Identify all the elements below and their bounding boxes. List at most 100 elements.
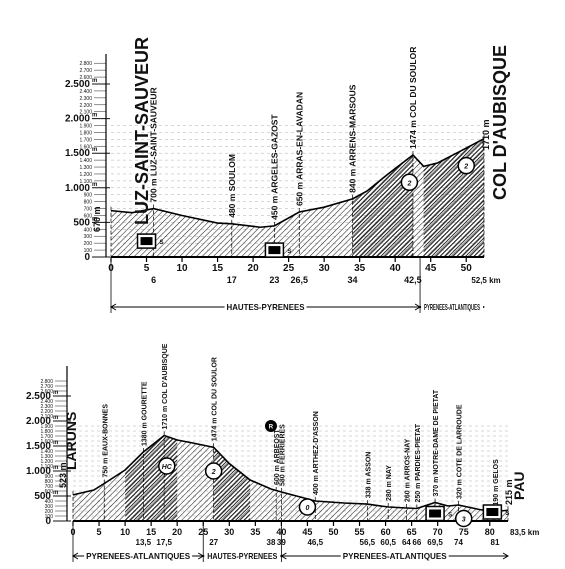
y-minor-tick-label: 1.200 <box>79 172 92 178</box>
start-town-label: LUZ-SAINT-SAUVEUR <box>132 37 152 225</box>
distance-label: 56,5 <box>360 538 376 547</box>
department-label: HAUTES-PYRENEES <box>207 551 277 561</box>
department-label: PYRENEES-ATLANTIQUES <box>343 551 447 561</box>
distance-label: 27 <box>209 538 218 547</box>
x-tick-label: 10 <box>176 263 188 274</box>
y-minor-tick-label: 2.400 <box>79 89 92 95</box>
sprint-marker-label: S <box>505 511 509 517</box>
y-minor-tick-label: 2.300 <box>79 96 92 102</box>
x-tick-label: 10 <box>120 527 130 537</box>
y-unit-label: m <box>53 490 58 496</box>
y-minor-tick-label: 200 <box>45 509 54 515</box>
location-label: 840 m ARRENS-MARSOUS <box>348 84 358 193</box>
climb-category-badge <box>457 156 475 175</box>
x-tick-label: 80 <box>485 527 495 537</box>
y-minor-tick-label: 300 <box>84 234 93 240</box>
location-label: 190 m GELOS <box>493 459 500 506</box>
climb-category-label: 2 <box>211 469 216 476</box>
y-unit-label: m <box>53 390 58 396</box>
sprint-marker-inner <box>268 246 281 255</box>
y-minor-tick-label: 2.700 <box>40 384 53 390</box>
distance-label: 42,5 <box>404 275 422 285</box>
y-minor-tick-label: 400 <box>84 227 93 233</box>
steep-section-fill <box>213 447 251 521</box>
y-minor-tick-label: 600 <box>84 213 93 219</box>
finish-town-label: COL D'AUBISQUE <box>490 45 510 200</box>
feed-zone-label: R <box>269 425 274 431</box>
y-minor-tick-label: 2.800 <box>40 379 53 385</box>
distance-label: 64 <box>402 538 411 547</box>
finish-town-label: PAU <box>511 471 527 500</box>
distance-label: 6 <box>151 275 156 285</box>
sprint-marker-inner <box>140 237 153 246</box>
climb-category-label: 0 <box>305 505 309 512</box>
department-label-bg <box>84 550 193 561</box>
department-label-bg <box>224 301 307 312</box>
finish-altitude-label: 1710 m <box>481 119 491 150</box>
climb-category-label: 2 <box>463 164 468 171</box>
climb-category-badge <box>298 498 317 516</box>
distance-label: 34 <box>348 275 358 285</box>
y-minor-tick-label: 400 <box>45 499 54 505</box>
climb-category-badge <box>454 509 473 528</box>
x-end-label: 52,5 km <box>471 276 500 285</box>
y-minor-tick-label: 1.200 <box>40 459 53 465</box>
x-tick-label: 55 <box>355 527 365 537</box>
x-tick-label: 25 <box>283 263 295 274</box>
y-minor-tick-label: 2.600 <box>79 75 92 81</box>
steep-section-fill <box>125 435 165 521</box>
y-minor-tick-label: 2.400 <box>40 399 53 405</box>
y-minor-tick-label: 1.100 <box>40 464 53 470</box>
distance-label: 26,5 <box>291 275 309 285</box>
y-minor-tick-label: 600 <box>45 489 54 495</box>
y-tick-label: 0 <box>84 252 90 263</box>
x-tick-label: 5 <box>144 263 150 274</box>
y-minor-tick-label: 1.400 <box>79 158 92 164</box>
finish-altitude-label: 215 m <box>504 479 514 505</box>
x-tick-label: 30 <box>224 527 234 537</box>
profile-line <box>110 137 485 229</box>
y-tick-label: 1.500 <box>65 148 90 159</box>
y-minor-tick-label: 900 <box>45 474 54 480</box>
x-tick-label: 60 <box>381 527 391 537</box>
distance-label: 69,5 <box>427 538 443 547</box>
y-minor-tick-label: 1.100 <box>79 179 92 185</box>
sprint-marker-inner <box>486 508 499 516</box>
y-minor-tick-label: 2.300 <box>40 404 53 410</box>
y-minor-tick-label: 2.100 <box>40 414 53 420</box>
location-label: 400 m ARTHEZ-D'ASSON <box>313 411 320 495</box>
x-tick-label: 15 <box>146 527 156 537</box>
y-unit-label: m <box>53 415 58 421</box>
sprint-marker-label: S <box>160 240 164 246</box>
y-minor-tick-label: 300 <box>45 504 54 510</box>
y-unit-label: m <box>53 440 58 446</box>
distance-label: 17,5 <box>156 538 172 547</box>
location-label: 580 m FERRIERES <box>279 424 286 486</box>
location-label: 320 m COTE DE LARROUDE <box>457 404 464 499</box>
location-label: 338 m ASSON <box>365 452 372 498</box>
y-tick-label: 1.000 <box>26 466 51 477</box>
x-tick-label: 50 <box>461 263 473 274</box>
x-tick-label: 30 <box>319 263 331 274</box>
y-minor-tick-label: 2.800 <box>79 61 92 67</box>
x-tick-label: 15 <box>212 263 224 274</box>
location-label: 750 m EAUX-BONNES <box>102 404 109 478</box>
steep-section-fill <box>164 435 178 521</box>
location-label: 280 m NAY <box>386 465 393 501</box>
y-minor-tick-label: 2.100 <box>79 110 92 116</box>
location-label: 480 m SOULOM <box>227 154 237 218</box>
sprint-marker-inner <box>429 509 442 518</box>
climb-category-badge <box>400 173 419 192</box>
location-label: 450 m ARGELES-GAZOST <box>269 114 279 220</box>
y-minor-tick-label: 1.600 <box>79 144 92 150</box>
y-minor-tick-label: 1.800 <box>40 429 53 435</box>
climb-category-label: HC <box>162 464 173 471</box>
y-tick-label: 500 <box>73 217 90 228</box>
x-tick-label: 65 <box>407 527 417 537</box>
x-tick-label: 40 <box>390 263 402 274</box>
location-label: 1474 m COL DU SOULOR <box>212 357 219 441</box>
y-minor-tick-label: 1.800 <box>79 130 92 136</box>
y-minor-tick-label: 100 <box>84 248 93 254</box>
x-tick-label: 35 <box>354 263 366 274</box>
